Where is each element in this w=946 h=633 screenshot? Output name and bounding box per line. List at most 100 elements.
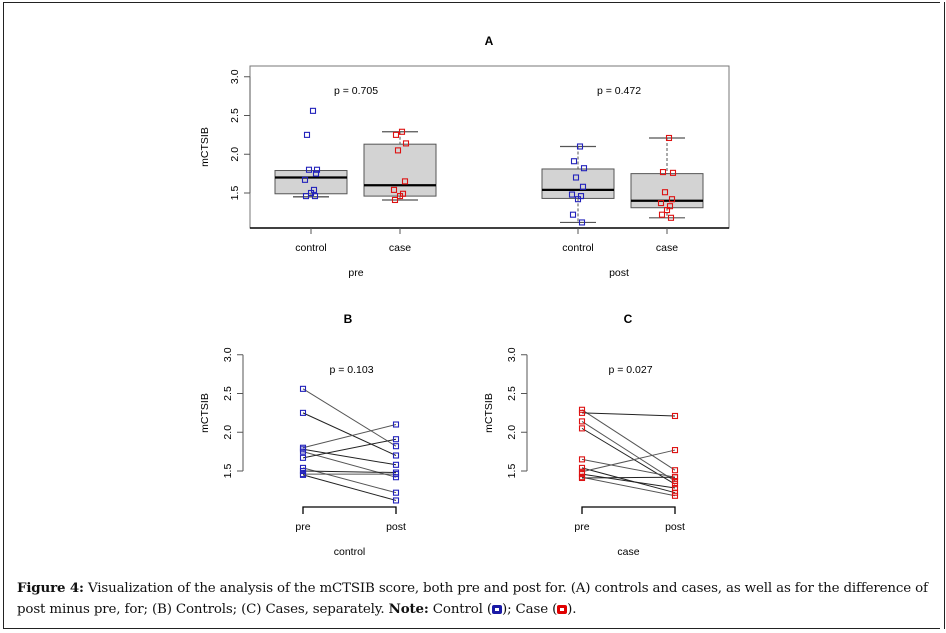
panel-c-y-tick-label: 3.0 — [506, 347, 518, 362]
panel-a-point — [307, 189, 315, 197]
panel-b-post-point — [392, 497, 400, 504]
panel-a-point — [302, 193, 310, 200]
panel-a-y-axis-tick-label: 3.0 — [229, 69, 241, 84]
panel-c-pre-point — [578, 425, 586, 432]
panel-c-x-tick-label: pre — [574, 521, 589, 533]
panel-c-pair-line — [581, 476, 676, 497]
panel-a-y-axis-tick-label: 1.5 — [229, 186, 241, 201]
panel-c-pre-point — [578, 464, 586, 471]
panel-c-pair-line — [581, 473, 676, 489]
panel-b-title: B — [344, 312, 353, 326]
panel-c-post-point — [671, 467, 679, 474]
panel-a-box-label: case — [656, 242, 678, 254]
panel-b-pair-line — [302, 451, 397, 478]
panel-a-point — [311, 193, 319, 200]
panel-c-x-axis — [581, 506, 676, 514]
note-label: Note: — [388, 601, 429, 617]
note-control-text: Control ( — [428, 602, 492, 617]
caption-label: Figure 4: — [17, 580, 84, 596]
panel-a-point — [665, 134, 673, 142]
panel-b-pair-line — [302, 424, 397, 449]
panel-c-pair-line — [581, 449, 676, 473]
panel-a-p-value: p = 0.705 — [334, 85, 378, 97]
panel-a-point — [569, 211, 577, 218]
panel-a-title: A — [485, 34, 494, 48]
panel-a-point — [572, 174, 580, 181]
panel-c-post-point — [671, 481, 679, 488]
panel-a-point — [661, 189, 669, 196]
panel-c-post-point — [671, 412, 679, 420]
panel-a-box-label: control — [295, 242, 327, 254]
panel-c-y-label: mCTSIB — [483, 393, 495, 433]
panel-a-y-label: mCTSIB — [199, 127, 211, 167]
panel-a-point — [669, 169, 677, 176]
panel-b-x-label: control — [334, 546, 366, 558]
panel-b-post-point — [392, 436, 400, 443]
panel-b-pre-point — [299, 385, 307, 392]
panel-a-point — [396, 193, 404, 200]
panel-c-pair-line — [581, 409, 676, 471]
panel-a-point — [305, 166, 313, 173]
panel-a-point — [390, 186, 398, 193]
panel-b-x-axis — [302, 506, 397, 514]
panel-a-point — [570, 158, 578, 165]
panel-a-point — [579, 183, 587, 190]
panel-b-y-tick-label: 2.0 — [222, 425, 234, 440]
panel-b-y-label: mCTSIB — [199, 393, 211, 433]
panel-a-point — [568, 191, 576, 198]
figure-frame — [3, 2, 940, 629]
panel-c-p-value: p = 0.027 — [608, 364, 652, 376]
panel-b-pair-line — [302, 467, 397, 494]
panel-c-pair-line — [581, 467, 676, 494]
panel-b-pre-point — [299, 471, 307, 478]
panel-a-group-label: post — [609, 267, 629, 279]
panel-b-pre-point — [299, 454, 307, 461]
panel-a-point — [313, 166, 321, 173]
panel-b-pre-point — [299, 448, 307, 455]
figure-frame-right — [944, 2, 945, 629]
panel-a-box-label: case — [389, 242, 411, 254]
panel-c-pair-line — [581, 476, 676, 479]
panel-a-point — [578, 219, 586, 226]
panel-b-pair-line — [302, 438, 397, 459]
panel-c-pair-line — [581, 412, 676, 417]
panel-a-point — [303, 131, 311, 138]
panel-b-pair-line — [302, 470, 397, 474]
panel-c-x-tick-label: post — [665, 521, 685, 533]
panel-c-pre-point — [578, 456, 586, 463]
panel-b-y-tick-label: 2.5 — [222, 386, 234, 401]
panel-c-post-point — [671, 484, 679, 492]
caption-text: Visualization of the analysis of the mCT… — [17, 581, 928, 617]
panel-a-point — [663, 207, 671, 214]
note-separator: ); Case ( — [502, 602, 558, 617]
panel-c-y-tick-label: 1.5 — [506, 464, 518, 479]
panel-a-point — [301, 176, 309, 183]
panel-b-pre-point — [299, 467, 307, 475]
panel-c-pre-point — [578, 474, 586, 482]
panel-c-pair-line — [581, 427, 676, 485]
panel-b-y-tick-label: 3.0 — [222, 347, 234, 362]
panel-a-group-label: pre — [348, 267, 363, 279]
panel-b-post-point — [392, 421, 400, 428]
panel-a-y-axis-tick-label: 2.5 — [229, 108, 241, 123]
panel-a-point — [394, 147, 402, 154]
panel-c-title: C — [624, 312, 633, 326]
panel-a-point — [392, 131, 400, 138]
panel-b-pre-point — [299, 409, 307, 416]
panel-b-pair-line — [302, 448, 397, 466]
panel-a-point — [398, 128, 406, 135]
panel-a-point — [391, 196, 399, 204]
panel-c-y-tick-label: 2.0 — [506, 425, 518, 440]
panel-a-point — [309, 107, 317, 114]
panel-c-pre-point — [578, 409, 586, 416]
note-end: ). — [567, 602, 577, 617]
panel-a-point — [401, 178, 409, 185]
panel-a-point — [668, 196, 676, 203]
panel-c-pre-point — [578, 406, 586, 413]
panel-a-point — [576, 143, 584, 150]
control-swatch-icon — [492, 605, 502, 614]
panel-b-post-point — [392, 461, 400, 468]
figure-caption: Figure 4: Visualization of the analysis … — [17, 578, 942, 620]
panel-b-post-point — [392, 443, 400, 450]
